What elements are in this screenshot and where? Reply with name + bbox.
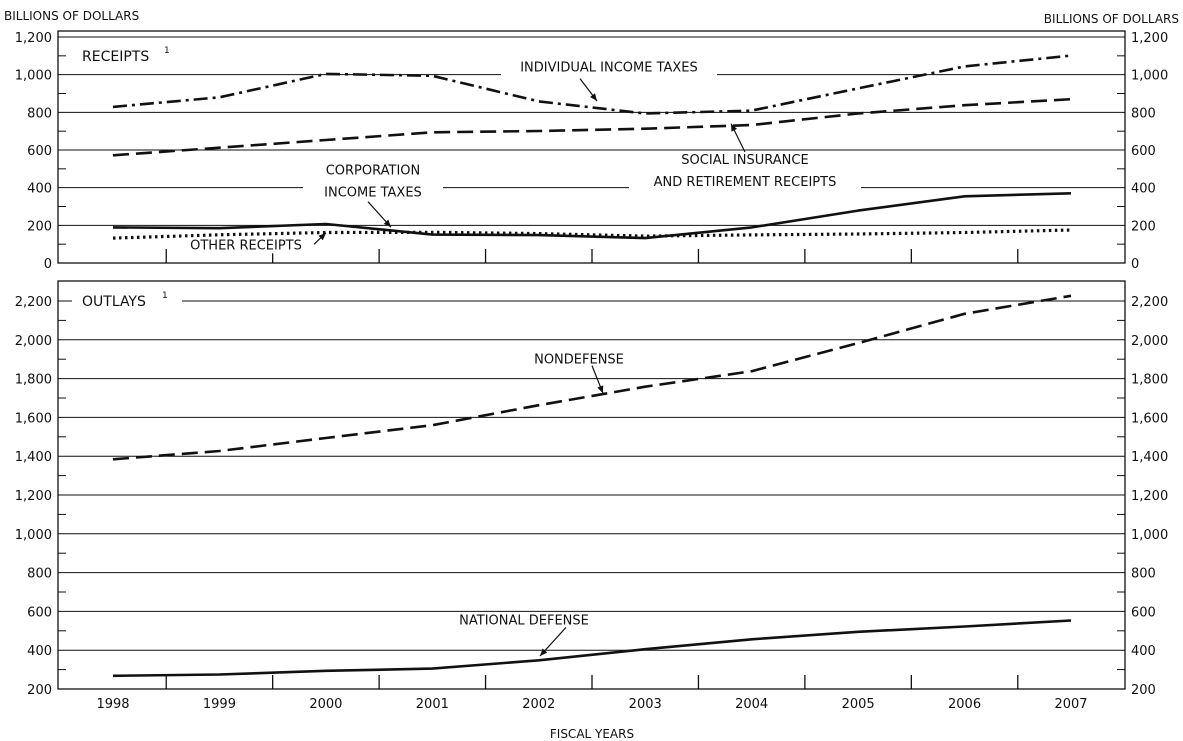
y-tick-label-right: 400 xyxy=(1131,182,1156,197)
y-tick-label-right: 400 xyxy=(1131,644,1156,659)
x-tick-label: 2005 xyxy=(842,697,875,712)
y-tick-label-left: 1,200 xyxy=(15,489,52,504)
y-tick-label-left: 600 xyxy=(27,605,52,620)
series-label: AND RETIREMENT RECEIPTS xyxy=(654,175,837,190)
y-tick-label-right: 1,200 xyxy=(1131,31,1168,46)
y-tick-label-right: 600 xyxy=(1131,144,1156,159)
y-tick-label-left: 1,800 xyxy=(15,373,52,388)
y-tick-label-left: 0 xyxy=(44,257,52,272)
labels-layer: 0 0 200 200 400 400 600 600 800 800 1,000 1,000 1,20… xyxy=(4,9,1179,741)
grid-layer xyxy=(58,36,1125,651)
receipts-panel-title: RECEIPTS xyxy=(82,49,149,65)
y-tick-label-left: 200 xyxy=(27,683,52,698)
y-tick-label-right: 800 xyxy=(1131,106,1156,121)
series-label-mask xyxy=(440,612,608,629)
series-label: SOCIAL INSURANCE xyxy=(681,153,808,168)
series-label: CORPORATION xyxy=(326,164,421,179)
series-line-corporation-income-taxes xyxy=(112,192,1072,240)
series-label-mask xyxy=(519,351,639,368)
series-line-social-insurance-and-retirement-receipts xyxy=(112,97,1072,157)
y-tick-label-right: 0 xyxy=(1131,257,1139,272)
series-label: INDIVIDUAL INCOME TAXES xyxy=(520,61,698,76)
series-label: NONDEFENSE xyxy=(534,353,624,368)
left-unit-label: BILLIONS OF DOLLARS xyxy=(4,9,139,23)
series-label-mask xyxy=(629,174,861,190)
other-receipts-arrow-head xyxy=(318,232,326,241)
series-line-nondefense xyxy=(112,294,1072,461)
x-tick-label: 1999 xyxy=(203,697,236,712)
y-tick-label-right: 1,600 xyxy=(1131,411,1168,426)
x-tick-label: 2006 xyxy=(948,697,981,712)
y-tick-label-right: 1,200 xyxy=(1131,489,1168,504)
y-tick-label-left: 1,000 xyxy=(15,528,52,543)
y-tick-label-left: 600 xyxy=(27,144,52,159)
social-insurance-arrow-head xyxy=(731,123,738,132)
y-tick-label-right: 1,400 xyxy=(1131,450,1168,465)
national-defense-arrow-head xyxy=(540,648,548,657)
y-tick-label-left: 1,400 xyxy=(15,450,52,465)
axes-layer xyxy=(57,30,1126,690)
receipts-title-mask xyxy=(72,44,172,67)
y-tick-label-left: 800 xyxy=(27,567,52,582)
y-tick-label-left: 400 xyxy=(27,182,52,197)
series-line-other-receipts xyxy=(112,228,1072,240)
individual-income-taxes-arrow-head xyxy=(590,93,597,102)
x-tick-label: 1998 xyxy=(96,697,129,712)
y-tick-label-left: 200 xyxy=(27,219,52,234)
x-tick-label: 2001 xyxy=(416,697,449,712)
y-tick-label-left: 400 xyxy=(27,644,52,659)
y-tick-label-right: 1,000 xyxy=(1131,69,1168,84)
series-label: NATIONAL DEFENSE xyxy=(459,613,589,628)
y-tick-label-left: 2,000 xyxy=(15,334,52,349)
series-label-mask xyxy=(629,152,861,168)
x-tick-label: 2002 xyxy=(522,697,555,712)
y-tick-label-right: 1,000 xyxy=(1131,528,1168,543)
series-lines-layer xyxy=(112,54,1072,678)
nondefense-arrow-head xyxy=(597,385,604,394)
series-label-mask xyxy=(181,237,311,254)
series-label-mask xyxy=(501,59,717,76)
y-tick-label-left: 1,000 xyxy=(15,69,52,84)
receipts-footnote-mark: 1 xyxy=(164,46,170,56)
x-tick-label: 2003 xyxy=(629,697,662,712)
x-axis-title: FISCAL YEARS xyxy=(550,727,634,741)
y-tick-label-left: 1,600 xyxy=(15,411,52,426)
series-label-mask xyxy=(303,184,443,201)
y-tick-label-right: 200 xyxy=(1131,683,1156,698)
y-tick-label-left: 800 xyxy=(27,106,52,121)
outlays-footnote-mark: 1 xyxy=(162,291,168,301)
y-tick-label-right: 1,800 xyxy=(1131,373,1168,388)
series-label: OTHER RECEIPTS xyxy=(190,238,302,253)
y-tick-label-right: 2,000 xyxy=(1131,334,1168,349)
y-tick-label-right: 200 xyxy=(1131,219,1156,234)
x-tick-label: 2000 xyxy=(309,697,342,712)
right-unit-label: BILLIONS OF DOLLARS xyxy=(1044,12,1179,26)
outlays-panel-title: OUTLAYS xyxy=(82,294,146,310)
y-tick-label-left: 1,200 xyxy=(15,31,52,46)
x-tick-label: 2007 xyxy=(1054,697,1087,712)
series-line-national-defense xyxy=(112,619,1072,678)
series-label-mask xyxy=(303,162,443,179)
y-tick-label-left: 2,200 xyxy=(15,295,52,310)
x-tick-label: 2004 xyxy=(735,697,768,712)
y-tick-label-right: 2,200 xyxy=(1131,295,1168,310)
corporation-income-taxes-arrow-head xyxy=(383,219,391,228)
y-tick-label-right: 800 xyxy=(1131,567,1156,582)
series-label: INCOME TAXES xyxy=(324,186,422,201)
y-tick-label-right: 600 xyxy=(1131,605,1156,620)
outlays-title-mask xyxy=(72,290,182,312)
